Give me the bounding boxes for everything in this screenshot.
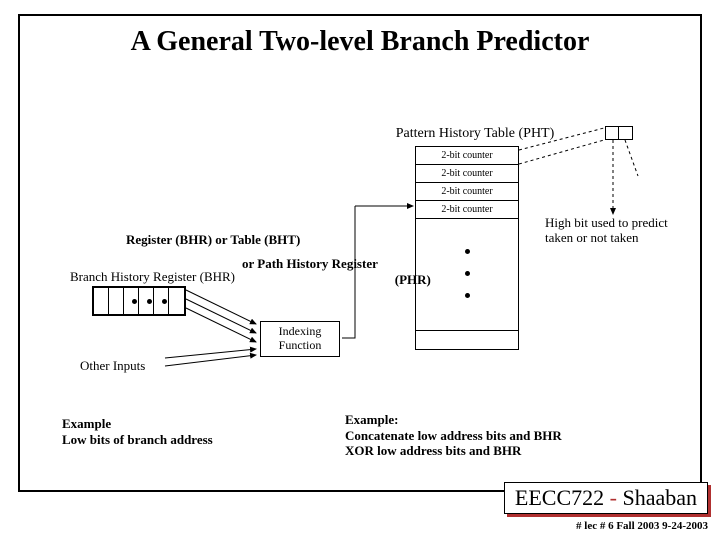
example-left-1: Example [62, 416, 111, 431]
example-right-2: Concatenate low address bits and BHR [345, 428, 562, 443]
pht-row: 2-bit counter [416, 165, 518, 183]
example-left-2: Low bits of branch address [62, 432, 213, 447]
pht-row: 2-bit counter [416, 183, 518, 201]
footer-meta: # lec # 6 Fall 2003 9-24-2003 [576, 520, 708, 532]
indexing-function-box: Indexing Function [260, 321, 340, 357]
example-left: Example Low bits of branch address [62, 416, 213, 447]
bhr-register [92, 286, 186, 316]
course-code: EECC722 [515, 485, 604, 510]
dash: - [610, 485, 623, 510]
slide-title: A General Two-level Branch Predictor [20, 26, 700, 58]
bhr-title: Branch History Register (BHR) [70, 270, 235, 285]
instructor: Shaaban [622, 485, 697, 510]
counter-detail [605, 126, 633, 140]
pht-row: 2-bit counter [416, 147, 518, 165]
slide-frame: A General Two-level Branch Predictor Pat… [18, 14, 702, 492]
example-right-3: XOR low address bits and BHR [345, 443, 521, 458]
bhr-or-table-label: Register (BHR) or Table (BHT) [126, 232, 300, 248]
example-right-1: Example: [345, 412, 398, 427]
example-right: Example: Concatenate low address bits an… [345, 412, 562, 459]
course-box: EECC722 - Shaaban [504, 482, 708, 514]
pht-table: 2-bit counter 2-bit counter 2-bit counte… [415, 146, 519, 350]
other-inputs-label: Other Inputs [80, 359, 145, 374]
pht-row [416, 331, 518, 349]
phr-label: or Path History Register (PHR) [242, 256, 431, 287]
pht-row-dots [416, 219, 518, 331]
high-bit-label: High bit used to predict taken or not ta… [545, 216, 668, 246]
pht-row: 2-bit counter [416, 201, 518, 219]
pht-title: Pattern History Table (PHT) [390, 126, 560, 142]
